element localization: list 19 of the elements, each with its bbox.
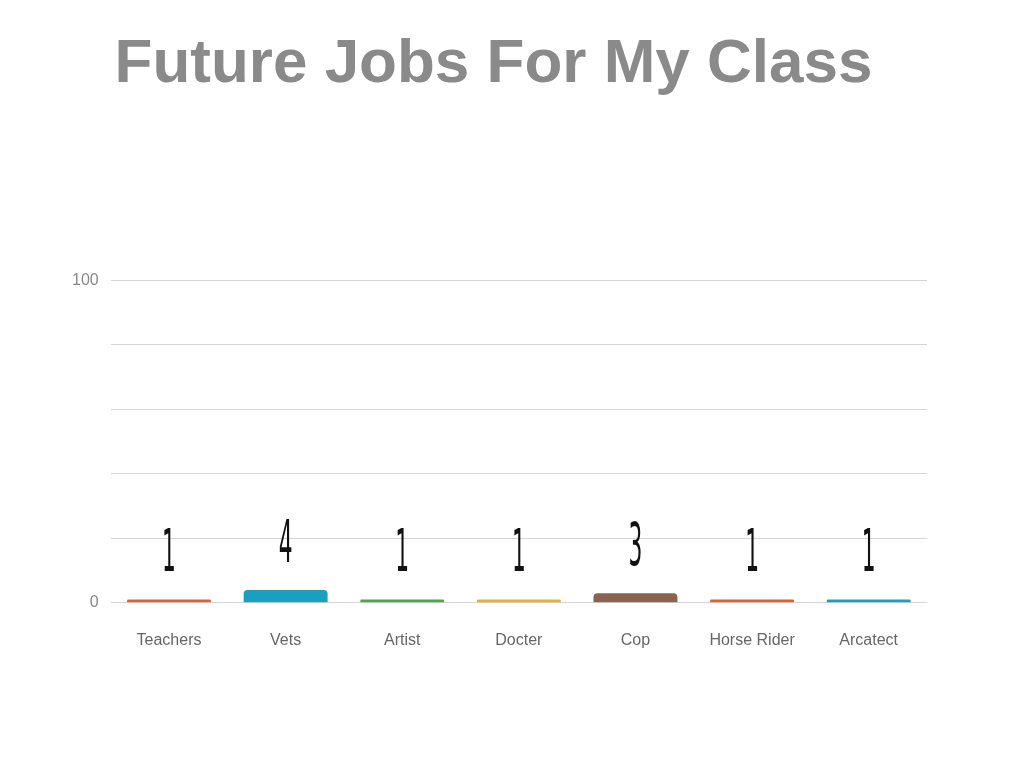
data-label: 3 [628, 509, 643, 580]
data-label: 1 [861, 516, 876, 586]
data-label: 1 [511, 516, 526, 586]
x-tick-label: Teachers [136, 630, 202, 648]
data-label: 1 [395, 516, 410, 586]
data-label: 1 [745, 516, 759, 586]
data-label: 4 [278, 506, 293, 577]
y-tick-label: 100 [71, 270, 99, 288]
bar [593, 593, 678, 603]
x-tick-label: Arcatect [839, 630, 899, 648]
chart-title: Future Jobs For My Class [114, 26, 873, 96]
bar [243, 589, 328, 603]
data-label: 1 [162, 516, 176, 586]
x-tick-label: Vets [270, 630, 302, 648]
x-tick-label: Artist [384, 630, 422, 648]
x-tick-label: Docter [495, 630, 544, 648]
x-tick-label: Horse Rider [709, 630, 796, 648]
y-tick-label: 0 [89, 593, 99, 611]
x-tick-label: Cop [620, 630, 651, 648]
